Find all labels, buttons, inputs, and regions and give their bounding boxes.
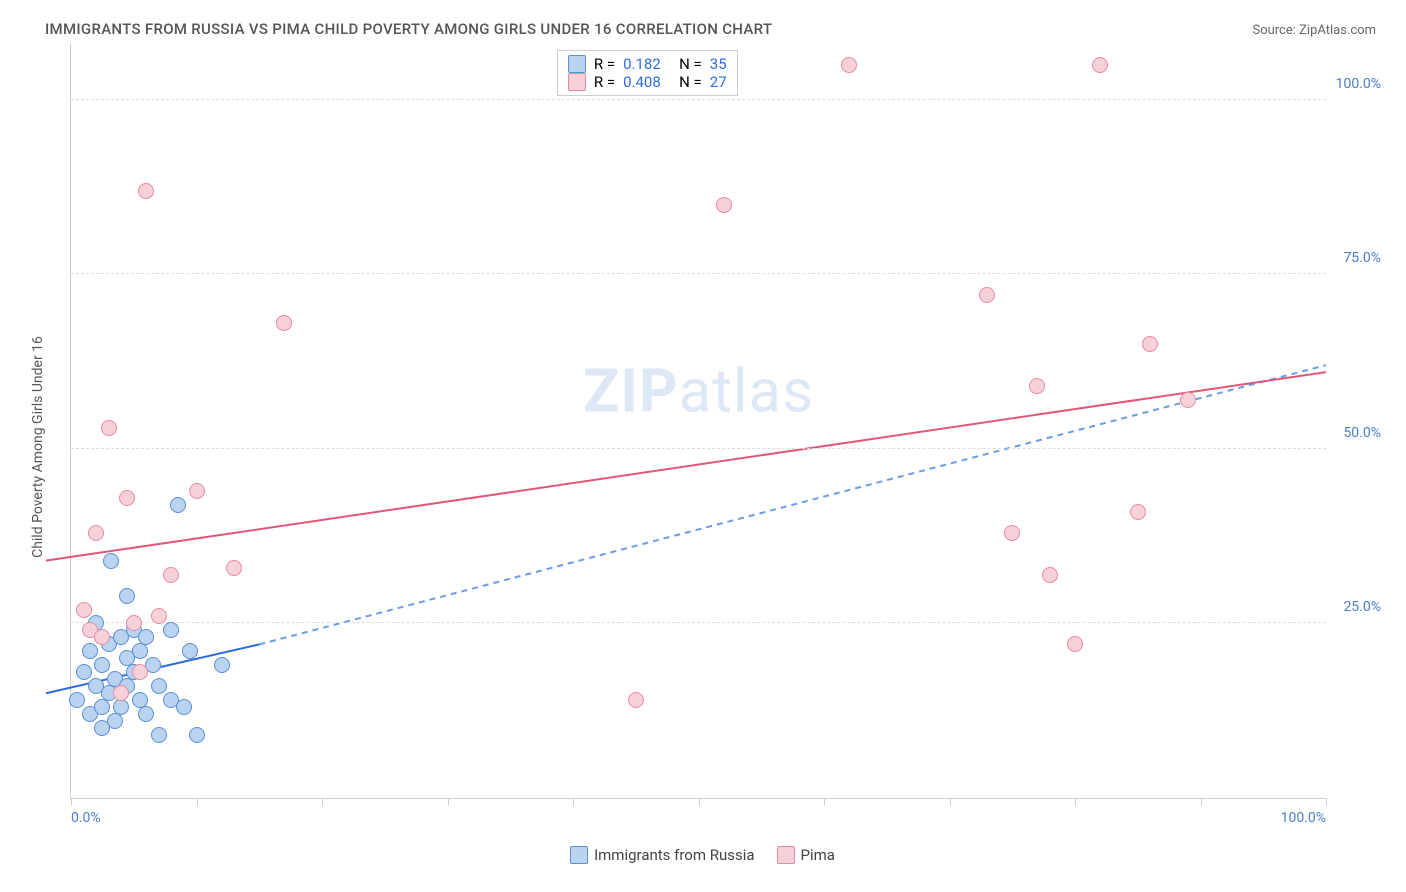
- data-point: [76, 664, 92, 680]
- data-point: [113, 685, 129, 701]
- legend-stats: R = 0.182 N = 35 R = 0.408 N = 27: [557, 50, 738, 96]
- data-point: [189, 483, 205, 499]
- x-tick: [1201, 798, 1202, 806]
- data-point: [69, 692, 85, 708]
- data-point: [1130, 504, 1146, 520]
- x-tick: [824, 798, 825, 806]
- data-point: [163, 567, 179, 583]
- data-point: [1067, 636, 1083, 652]
- correlation-chart: IMMIGRANTS FROM RUSSIA VS PIMA CHILD POV…: [20, 20, 1386, 872]
- x-tick: [448, 798, 449, 806]
- data-point: [138, 183, 154, 199]
- data-point: [119, 490, 135, 506]
- source-label: Source: ZipAtlas.com: [1252, 23, 1376, 38]
- data-point: [628, 692, 644, 708]
- legend-stat-row: R = 0.408 N = 27: [568, 73, 727, 91]
- r-value: 0.182: [623, 55, 671, 73]
- y-axis-label: Child Poverty Among Girls Under 16: [30, 336, 46, 558]
- data-point: [151, 678, 167, 694]
- x-tick: [197, 798, 198, 806]
- data-point: [1042, 567, 1058, 583]
- data-point: [176, 699, 192, 715]
- n-label: N =: [679, 73, 702, 91]
- data-point: [107, 713, 123, 729]
- gridline: [71, 448, 1326, 449]
- n-label: N =: [679, 55, 702, 73]
- data-point: [82, 643, 98, 659]
- data-point: [103, 553, 119, 569]
- data-point: [151, 727, 167, 743]
- legend-label: Pima: [801, 846, 835, 864]
- x-tick: [1326, 798, 1327, 806]
- n-value: 27: [710, 73, 727, 91]
- data-point: [151, 608, 167, 624]
- data-point: [94, 657, 110, 673]
- trend-lines: [71, 44, 1326, 798]
- legend-swatch: [777, 846, 795, 864]
- y-tick-label: 100.0%: [1336, 76, 1381, 92]
- y-tick-label: 50.0%: [1343, 425, 1381, 441]
- data-point: [1004, 525, 1020, 541]
- data-point: [138, 629, 154, 645]
- data-point: [138, 706, 154, 722]
- data-point: [276, 315, 292, 331]
- r-label: R =: [594, 73, 615, 91]
- legend-swatch: [568, 73, 586, 91]
- x-tick: [71, 798, 72, 806]
- data-point: [170, 497, 186, 513]
- plot-area: ZIPatlas 25.0%50.0%75.0%100.0%0.0%100.0%: [70, 44, 1326, 799]
- n-value: 35: [710, 55, 727, 73]
- x-tick: [573, 798, 574, 806]
- data-point: [1142, 336, 1158, 352]
- r-value: 0.408: [623, 73, 671, 91]
- data-point: [88, 525, 104, 541]
- data-point: [189, 727, 205, 743]
- x-tick: [699, 798, 700, 806]
- data-point: [1029, 378, 1045, 394]
- data-point: [163, 622, 179, 638]
- x-tick: [322, 798, 323, 806]
- data-point: [76, 602, 92, 618]
- data-point: [94, 699, 110, 715]
- legend-series: Immigrants from Russia Pima: [570, 846, 835, 864]
- legend-swatch: [570, 846, 588, 864]
- chart-title: IMMIGRANTS FROM RUSSIA VS PIMA CHILD POV…: [45, 20, 772, 38]
- legend-item: Immigrants from Russia: [570, 846, 754, 864]
- x-tick: [1075, 798, 1076, 806]
- y-tick-label: 75.0%: [1343, 250, 1381, 266]
- x-tick: [950, 798, 951, 806]
- data-point: [119, 588, 135, 604]
- data-point: [126, 615, 142, 631]
- gridline: [71, 273, 1326, 274]
- data-point: [226, 560, 242, 576]
- data-point: [132, 643, 148, 659]
- data-point: [1180, 392, 1196, 408]
- data-point: [132, 664, 148, 680]
- gridline: [71, 99, 1326, 100]
- data-point: [716, 197, 732, 213]
- data-point: [101, 420, 117, 436]
- data-point: [94, 629, 110, 645]
- data-point: [979, 287, 995, 303]
- y-tick-label: 25.0%: [1343, 599, 1381, 615]
- legend-item: Pima: [777, 846, 835, 864]
- data-point: [214, 657, 230, 673]
- r-label: R =: [594, 55, 615, 73]
- legend-stat-row: R = 0.182 N = 35: [568, 55, 727, 73]
- data-point: [841, 57, 857, 73]
- data-point: [182, 643, 198, 659]
- data-point: [1092, 57, 1108, 73]
- legend-label: Immigrants from Russia: [594, 846, 754, 864]
- legend-swatch: [568, 55, 586, 73]
- x-tick-label: 100.0%: [1281, 810, 1326, 826]
- gridline: [71, 622, 1326, 623]
- x-tick-label: 0.0%: [71, 810, 101, 826]
- data-point: [113, 699, 129, 715]
